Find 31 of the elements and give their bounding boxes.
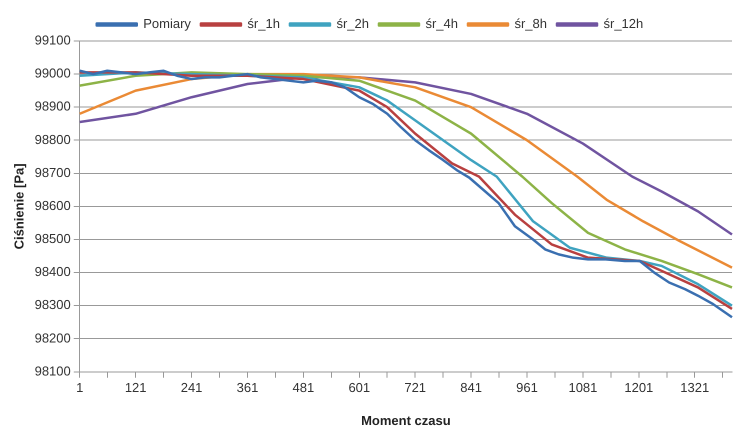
y-tick-label: 98200	[34, 330, 71, 346]
y-tick-label: 98600	[34, 198, 71, 213]
x-tick-label: 1081	[568, 380, 598, 396]
x-tick-label: 361	[236, 380, 258, 396]
x-axis-title: Moment czasu	[361, 412, 451, 428]
x-tick-label: 481	[292, 380, 314, 396]
x-tick-label: 1321	[680, 380, 710, 396]
y-axis-title: Ciśnienie [Pa]	[11, 163, 26, 250]
y-tick-label: 98400	[34, 264, 71, 280]
x-tick-label: 721	[404, 380, 426, 396]
x-tick-label: 1	[76, 380, 84, 396]
x-tick-label: 961	[516, 380, 538, 396]
x-tick-label: 601	[348, 380, 370, 396]
y-tick-label: 98100	[34, 363, 71, 378]
y-tick-label: 98300	[34, 297, 71, 312]
y-tick-label: 98700	[34, 164, 71, 180]
x-tick-label: 841	[460, 380, 482, 396]
x-tick-label: 241	[180, 380, 202, 396]
y-tick-label: 98900	[34, 98, 71, 114]
legend-label: śr_8h	[514, 16, 548, 32]
legend-label: śr_1h	[247, 16, 280, 32]
legend-label: Pomiary	[143, 16, 192, 32]
y-tick-label: 99100	[34, 32, 71, 48]
legend-label: śr_2h	[336, 16, 369, 32]
y-tick-label: 98800	[34, 132, 71, 147]
x-tick-label: 1201	[624, 380, 654, 396]
x-tick-label: 121	[124, 380, 147, 396]
legend-label: śr_12h	[604, 16, 644, 32]
y-tick-label: 98500	[34, 231, 71, 246]
legend-label: śr_4h	[425, 16, 458, 32]
y-tick-label: 99000	[34, 66, 71, 81]
